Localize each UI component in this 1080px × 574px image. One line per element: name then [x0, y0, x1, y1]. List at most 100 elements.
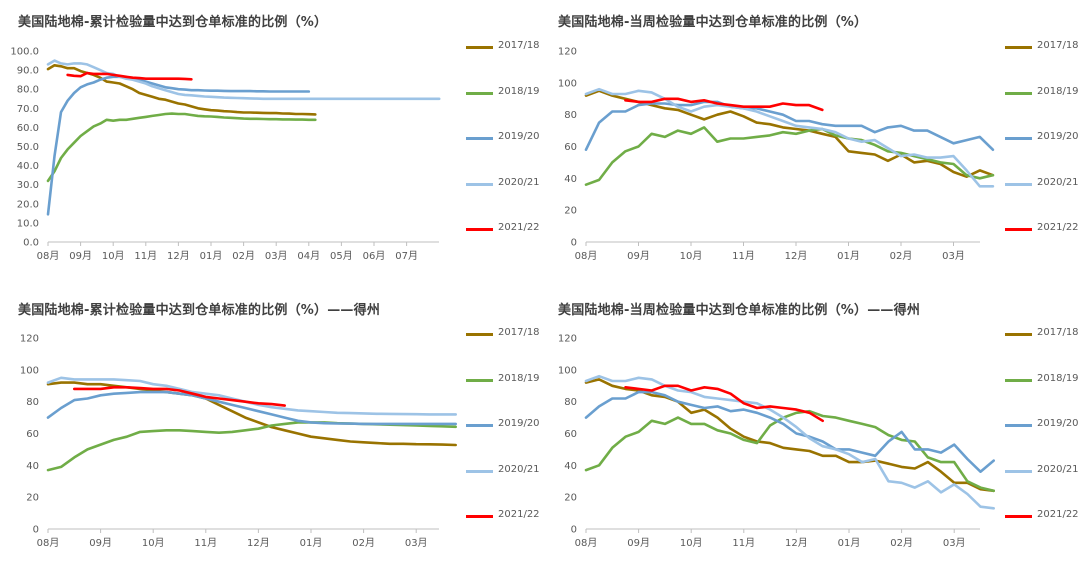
chart-plot: 0 20 40 60 80 100 120 08月 09月 10月 11月 12月 01月 02月 03月 — [558, 47, 995, 262]
series-line-2021-22 — [73, 385, 287, 407]
x-tick-label: 03月 — [405, 537, 428, 549]
legend-label: 2018/19 — [498, 372, 540, 384]
chart-plot: 0.0 10.0 20.0 30.0 40.0 50.0 60.0 70.0 80.0 90.0 1… — [10, 47, 441, 262]
series-line-2021-22 — [66, 71, 193, 81]
y-tick-label: 80 — [564, 110, 577, 121]
x-tick-label: 11月 — [732, 537, 755, 549]
legend-swatch — [1005, 333, 1032, 336]
y-tick-label: 60 — [564, 142, 577, 153]
x-tick-label: 08月 — [37, 537, 60, 549]
legend-label: 2018/19 — [1037, 85, 1079, 97]
series-line-2018-19 — [584, 409, 996, 493]
x-tick-label: 08月 — [575, 250, 598, 262]
x-tick-label: 06月 — [363, 250, 386, 262]
y-tick-label: 70.0 — [17, 104, 39, 115]
legend-label: 2020/21 — [498, 176, 540, 188]
series-line-2019-20 — [584, 390, 996, 474]
legend-label: 2019/20 — [1037, 418, 1079, 429]
y-tick-label: 120 — [558, 47, 577, 58]
legend-swatch — [1005, 469, 1032, 473]
legend-swatch — [1005, 91, 1032, 95]
y-tick-label: 100 — [558, 365, 577, 376]
x-tick-label: 03月 — [942, 250, 965, 262]
y-tick-label: 40 — [564, 461, 577, 472]
y-tick-label: 100.0 — [10, 47, 39, 58]
legend-label: 2019/20 — [498, 418, 540, 429]
legend-swatch — [1005, 424, 1032, 427]
y-tick-label: 100 — [558, 78, 577, 89]
y-tick-label: 120 — [558, 334, 577, 345]
x-tick-label: 05月 — [330, 250, 353, 262]
x-tick-label: 09月 — [627, 537, 650, 549]
chart-title: 美国陆地棉-累计检验量中达到仓单标准的比例（%）——得州 — [18, 303, 381, 318]
series-line-2018-19 — [584, 126, 995, 186]
legend-swatch — [466, 333, 493, 336]
x-tick-label: 11月 — [194, 537, 217, 549]
y-tick-label: 0 — [33, 525, 39, 536]
x-tick-label: 04月 — [297, 250, 320, 262]
x-tick-label: 08月 — [575, 537, 598, 549]
y-tick-label: 40.0 — [17, 161, 39, 172]
x-tick-label: 02月 — [890, 537, 913, 549]
series-line-2020-21 — [584, 87, 995, 188]
series-line-2019-20 — [584, 100, 995, 151]
legend-swatch — [466, 515, 493, 518]
y-tick-label: 20 — [564, 206, 577, 217]
legend-label: 2020/21 — [498, 463, 540, 475]
series-line-2018-19 — [46, 112, 317, 183]
legend-label: 2017/18 — [498, 327, 540, 338]
x-tick-label: 10月 — [102, 250, 125, 262]
series-line-2017-18 — [584, 378, 996, 493]
y-tick-label: 100 — [20, 365, 39, 376]
chart-title: 美国陆地棉-当周检验量中达到仓单标准的比例（%） — [558, 15, 868, 30]
series-line-2020-21 — [584, 374, 996, 510]
series-line-2021-22 — [624, 97, 824, 112]
legend-swatch — [1005, 46, 1032, 49]
legend-swatch — [466, 46, 493, 49]
series-line-2021-22 — [624, 384, 825, 423]
legend-label: 2020/21 — [1037, 463, 1079, 475]
y-tick-label: 90.0 — [17, 66, 39, 77]
legend-swatch — [466, 228, 493, 231]
legend-swatch — [466, 469, 493, 473]
x-tick-label: 03月 — [265, 250, 288, 262]
x-tick-label: 11月 — [732, 250, 755, 262]
x-tick-label: 10月 — [142, 537, 165, 549]
x-tick-label: 01月 — [838, 537, 861, 549]
legend-label: 2021/22 — [1037, 509, 1079, 520]
chart-plot: 0 20 40 60 80 100 120 08月 09月 10月 11月 12月 01月 02月 03月 — [20, 334, 458, 549]
legend-label: 2017/18 — [1037, 327, 1079, 338]
x-tick-label: 02月 — [890, 250, 913, 262]
x-tick-label: 12月 — [785, 250, 808, 262]
x-tick-label: 01月 — [200, 250, 223, 262]
legend-label: 2021/22 — [498, 509, 540, 520]
x-tick-label: 03月 — [943, 537, 966, 549]
y-tick-label: 80.0 — [17, 85, 39, 96]
y-tick-label: 30.0 — [17, 180, 39, 191]
x-tick-label: 11月 — [134, 250, 157, 262]
y-tick-label: 0 — [571, 238, 577, 249]
y-tick-label: 50.0 — [17, 142, 39, 153]
legend-label: 2018/19 — [1037, 372, 1079, 384]
y-tick-label: 60 — [564, 429, 577, 440]
y-tick-label: 0.0 — [23, 238, 39, 249]
legend-swatch — [1005, 137, 1032, 140]
legend-label: 2018/19 — [498, 85, 540, 97]
x-tick-label: 07月 — [395, 250, 418, 262]
x-tick-label: 01月 — [837, 250, 860, 262]
legend-label: 2021/22 — [1037, 222, 1079, 233]
x-tick-label: 02月 — [352, 537, 375, 549]
y-tick-label: 60 — [26, 429, 39, 440]
x-tick-label: 01月 — [300, 537, 323, 549]
legend-swatch — [466, 378, 493, 382]
legend-swatch — [466, 424, 493, 427]
legend-swatch — [1005, 378, 1032, 382]
y-tick-label: 40 — [564, 174, 577, 185]
x-tick-label: 10月 — [680, 537, 703, 549]
y-tick-label: 20 — [26, 493, 39, 504]
y-tick-label: 20.0 — [17, 199, 39, 210]
x-tick-label: 08月 — [37, 250, 60, 262]
legend-swatch — [466, 182, 493, 186]
x-tick-label: 02月 — [232, 250, 255, 262]
legend-swatch — [466, 91, 493, 95]
